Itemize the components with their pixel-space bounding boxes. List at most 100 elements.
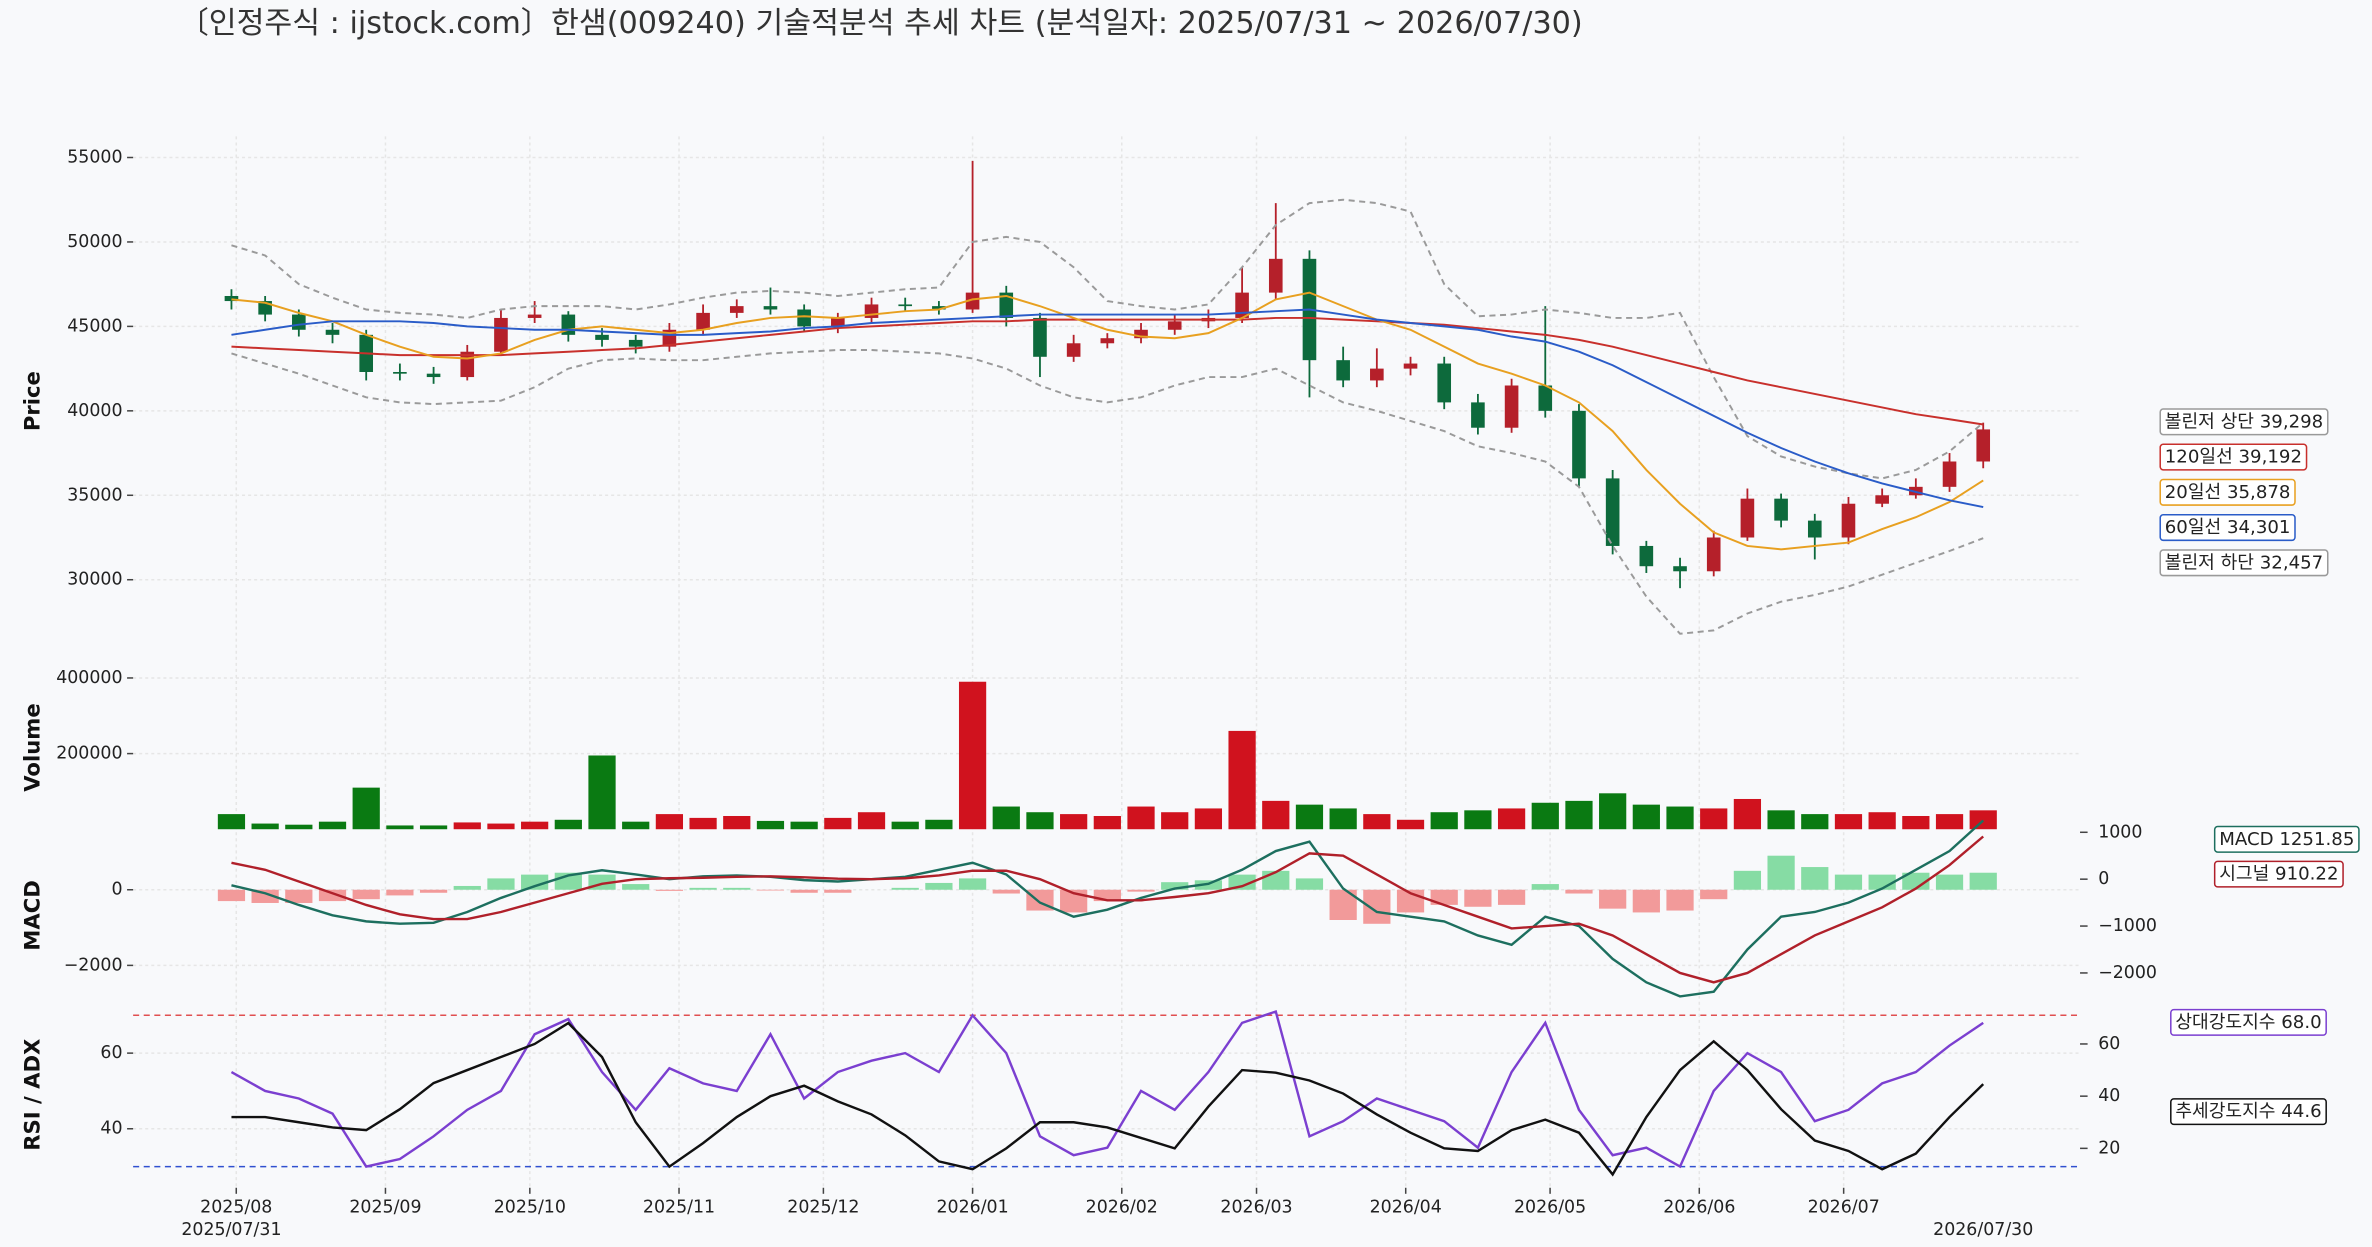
histogram-bar xyxy=(1497,889,1526,905)
x-tick-label: 2026/07 xyxy=(1808,1197,1880,1217)
histogram-bar xyxy=(1666,889,1694,911)
histogram-bar xyxy=(891,887,919,890)
histogram-bar xyxy=(521,874,549,890)
volume-bar xyxy=(824,817,852,830)
histogram-bar xyxy=(419,889,448,893)
candle-body xyxy=(1572,410,1586,479)
x-tick-label: 2025/11 xyxy=(643,1197,715,1217)
y2-tick-label: −1000 xyxy=(2098,916,2157,936)
volume-bar xyxy=(622,821,650,830)
volume-bar xyxy=(1430,812,1458,830)
histogram-bar xyxy=(318,889,347,902)
volume-bar xyxy=(554,819,582,830)
candle-body xyxy=(932,306,946,310)
indicator-line xyxy=(231,316,1984,426)
candle-body xyxy=(1134,329,1148,339)
candle-body xyxy=(1807,520,1822,538)
volume-bar xyxy=(1767,810,1795,830)
y2-tick-label: 20 xyxy=(2098,1138,2120,1158)
candle-body xyxy=(1976,429,1991,462)
volume-bar xyxy=(790,821,818,830)
y-tick-label: 40000 xyxy=(67,401,122,421)
legend-box xyxy=(2213,860,2344,888)
legend-item: 60일선 34,301 xyxy=(2159,514,2296,542)
x-tick-label: 2026/01 xyxy=(936,1197,1008,1217)
candle-body xyxy=(1471,402,1485,428)
y-tick-label: 400000 xyxy=(56,668,122,688)
x-tick-label: 2025/10 xyxy=(494,1197,566,1217)
legend-label: 추세강도지수 44.6 xyxy=(2175,1101,2321,1122)
y-axis-label: RSI / ADX xyxy=(19,1039,44,1151)
histogram-bar xyxy=(925,882,953,890)
y-tick-label: 60 xyxy=(100,1043,122,1063)
volume-bar xyxy=(521,821,549,830)
candle-body xyxy=(1167,321,1182,330)
histogram-bar xyxy=(1834,874,1863,890)
candle-body xyxy=(1875,495,1889,504)
volume-bar xyxy=(1464,810,1492,830)
candle-body xyxy=(325,329,340,335)
volume-bar xyxy=(1632,804,1660,830)
volume-bar xyxy=(1262,800,1290,830)
x-tick-label: 2026/02 xyxy=(1086,1197,1158,1217)
indicator-line xyxy=(231,835,1985,984)
candle-body xyxy=(393,371,407,374)
histogram-bar xyxy=(723,887,751,890)
legend-item: 시그널 910.22 xyxy=(2213,860,2344,888)
volume-bar xyxy=(1902,815,1930,830)
volume-bar xyxy=(1093,815,1121,830)
y-axis-label: MACD xyxy=(19,880,44,951)
volume-bar xyxy=(1026,812,1054,830)
candle-body xyxy=(292,314,306,330)
histogram-bar xyxy=(824,889,852,893)
histogram-bar xyxy=(1767,855,1795,890)
volume-bar xyxy=(1935,814,1964,830)
candle-body xyxy=(999,292,1014,318)
histogram-bar xyxy=(1464,889,1492,907)
y-tick-label: 35000 xyxy=(67,485,122,505)
volume-bar xyxy=(588,755,616,830)
volume-bar xyxy=(958,681,987,830)
histogram-bar xyxy=(217,889,246,902)
x-tick-label: 2026/06 xyxy=(1663,1197,1735,1217)
legend-label: 60일선 34,301 xyxy=(2165,517,2291,538)
volume-bar xyxy=(1363,814,1391,830)
candle-body xyxy=(595,334,609,340)
volume-bar xyxy=(756,820,785,830)
candle-body xyxy=(494,317,508,352)
candle-body xyxy=(1538,385,1553,411)
histogram-bar xyxy=(453,885,481,890)
volume-bar xyxy=(1329,808,1357,830)
histogram-bar xyxy=(1700,889,1728,900)
y-tick-label: 50000 xyxy=(67,232,122,252)
candle-body xyxy=(1100,338,1115,344)
volume-bar xyxy=(453,822,481,830)
histogram-bar xyxy=(1430,889,1458,905)
volume-bar xyxy=(1127,806,1155,830)
histogram-bar xyxy=(756,889,785,891)
legend-box xyxy=(2159,478,2296,506)
histogram-bar xyxy=(1161,882,1189,890)
histogram-bar xyxy=(1969,872,1997,890)
legend-item: 볼린저 상단 39,298 xyxy=(2159,408,2329,436)
candle-body xyxy=(1706,537,1721,572)
legend-box xyxy=(2159,408,2329,436)
y2-tick-label: 40 xyxy=(2098,1086,2120,1106)
candle-body xyxy=(965,292,980,310)
legend-box xyxy=(2159,514,2296,542)
volume-bar xyxy=(723,815,751,830)
y-tick-label: 30000 xyxy=(67,570,122,590)
volume-bar xyxy=(217,814,246,830)
indicator-line xyxy=(231,1021,1985,1177)
legend-item: 추세강도지수 44.6 xyxy=(2170,1098,2327,1126)
candle-body xyxy=(898,304,913,307)
indicator-line xyxy=(230,1009,1984,1169)
indicator-line xyxy=(231,198,1984,480)
candle-body xyxy=(224,295,239,302)
chart-title: 〔인정주식 : ijstock.com〕한샘(009240) 기술적분석 추세 … xyxy=(179,6,1583,41)
y2-tick-label: −2000 xyxy=(2098,963,2157,983)
x-tick-label: 2026/04 xyxy=(1370,1197,1442,1217)
histogram-bar xyxy=(1262,870,1290,890)
